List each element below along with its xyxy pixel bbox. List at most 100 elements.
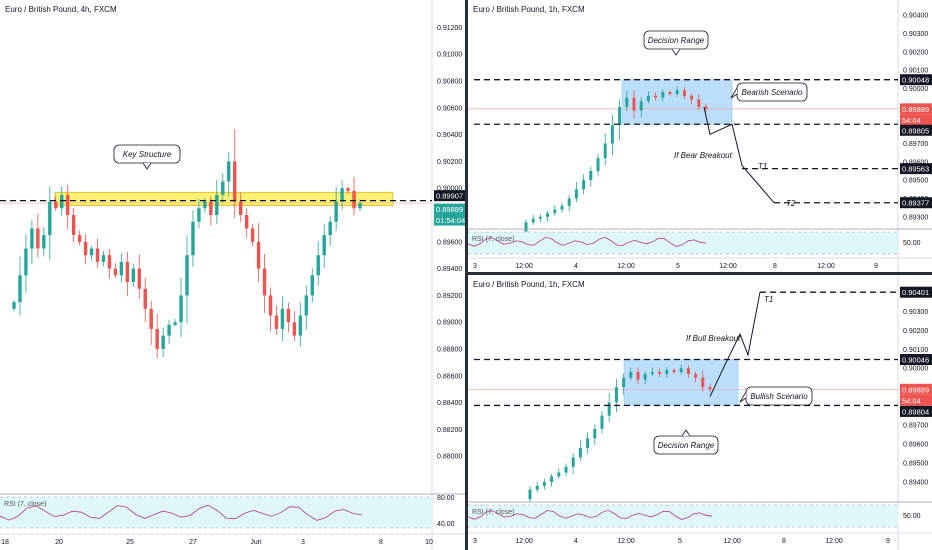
candle-body [557,472,561,477]
candle-body [298,315,303,336]
candle-body [101,255,106,262]
candle-body [77,235,82,242]
candle-body [593,428,597,439]
candle-body [286,308,291,323]
candle-body [528,489,532,500]
candle-body [244,215,249,229]
y-tick-label: 0.89700 [903,141,928,148]
x-tick-label: 8 [379,539,383,546]
rsi-band [468,232,898,254]
candle-body [586,438,590,448]
candle-body [636,372,640,380]
left-chart-panel: 0.91200 0.91000 0.90800 0.90600 0.90400 0.902… [0,0,465,550]
candle-body [167,324,171,336]
x-tick-label: 4 [574,538,578,545]
x-tick-label: 4 [574,263,578,270]
candle-body [582,180,586,190]
rsi-line [468,236,707,247]
candle-body [137,268,141,289]
candle-body [280,308,285,329]
x-tick-label: 18 [1,539,9,546]
decision-zone [621,79,733,125]
y-tick-label: 0.90600 [437,105,462,112]
x-tick-label: 8 [782,538,786,545]
y-tick-label: 0.90000 [903,366,928,373]
left-chart-svg[interactable]: 0.91200 0.91000 0.90800 0.90600 0.90400 0.902… [0,0,465,550]
y-tick-label: 0.90400 [437,132,462,139]
candle-body [650,372,654,374]
x-tick-label: 5 [678,538,682,545]
candle-body [535,485,539,490]
price-label-current: 0.89889 [902,385,929,394]
price-label-current-bg [900,383,932,395]
price-label-current: 0.89889 [436,205,463,214]
left-chart-title: Euro / British Pound, 4h, FXCM [5,5,117,14]
y-tick-label: 0.89600 [437,239,462,246]
price-label-countdown: 54:04 [902,396,921,405]
candle-body [30,228,34,249]
price-label-countdown: 01:54:04 [436,216,465,225]
candle-body [614,387,618,403]
top-right-chart-svg[interactable]: 0.904000.903000.902000.901000.900000.899… [468,0,932,272]
candle-body [596,158,600,171]
y-tick-label: 0.88000 [437,454,462,461]
price-label-89805-bg [900,124,932,136]
candle-body [665,370,669,374]
candle-body [95,248,100,262]
candle-body [262,268,267,296]
candle-body [550,476,554,483]
x-tick-label: 12:00 [719,263,737,270]
y-tick-label: 0.89500 [903,178,928,185]
x-tick-label: 12:00 [617,263,635,270]
price-label-89805: 0.89805 [902,126,929,135]
x-tick-label: 3 [473,263,477,270]
candle-body [574,189,578,199]
x-tick-label: 25 [126,539,134,546]
candle-body [48,201,52,236]
candle-body [173,322,177,325]
candle-body [18,275,22,303]
candle-body [107,255,112,269]
price-label-current-bg [434,203,465,215]
candle-body [607,402,611,416]
y-tick-label: 0.89200 [437,293,462,300]
price-label-89377: 0.89377 [902,199,929,208]
y-tick-label: 0.90300 [903,309,928,316]
candle-body [578,447,582,458]
candle-body [250,228,255,242]
candle-body [238,201,243,215]
candle-body [161,335,165,349]
bullish-scenario-label-pointer [739,391,747,403]
candle-body [701,377,705,388]
candle-body [89,248,94,256]
bottom-right-chart-svg[interactable]: 0.904000.903000.902000.901000.900000.899… [468,275,932,550]
candle-body [197,208,201,222]
candle-body [560,205,564,210]
candle-body [358,202,362,209]
projection-path [703,106,775,204]
price-label-countdown: 54:04 [902,116,921,125]
rsi-band [0,497,432,528]
rsi-line [468,509,713,520]
price-label-90046: 0.90046 [902,356,929,365]
candle-body [131,268,136,282]
candle-body [227,161,231,182]
candle-body [328,221,332,236]
bearish-scenario-label: Bearish Scenario [742,88,803,97]
price-label-current-bg [900,103,932,115]
candle-body [639,101,643,111]
rsi-label: RSI (7, close) [472,509,514,516]
candle-body [546,213,550,217]
rsi-label: RSI (7, close) [4,501,46,508]
candle-body [119,261,124,276]
t2-label: T2 [786,199,796,208]
candle-body [524,222,528,232]
candle-body [36,228,40,249]
price-label-level-bg [434,190,465,202]
candle-body [322,235,326,256]
panel-divider-horizontal [468,272,932,275]
price-label-countdown-bg [434,214,465,226]
y-tick-label: 0.91200 [437,25,462,32]
x-tick-label: 8 [773,263,777,270]
y-tick-label: 0.88200 [437,427,462,434]
